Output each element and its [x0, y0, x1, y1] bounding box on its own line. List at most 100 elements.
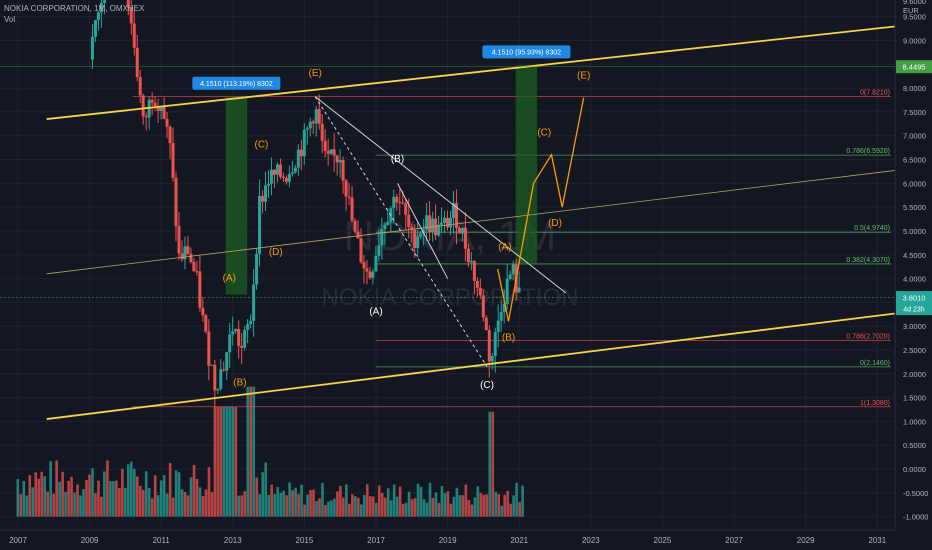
candle-body [207, 331, 211, 366]
y-tick-label: -1.0000 [903, 513, 928, 522]
volume-bar [273, 493, 276, 517]
volume-bar [165, 493, 169, 517]
measure-box [515, 65, 538, 263]
measure-boxes[interactable]: 4.1510 (113.19%) 8302 4.1510 (95.93%) 830… [192, 45, 571, 295]
candle-body [469, 260, 473, 263]
volume-bar [392, 484, 396, 517]
candle-body [425, 215, 429, 230]
volume-bar [485, 494, 489, 517]
volume-bar [386, 488, 390, 517]
volume-bar [303, 504, 306, 517]
volume-bar [512, 495, 515, 517]
y-tick-label: 9.5000 [903, 13, 926, 22]
candle-body [204, 315, 208, 332]
volume-bar [222, 406, 226, 517]
volume-bar [482, 494, 486, 517]
volume-bar [246, 386, 250, 517]
volume-bar [141, 490, 145, 517]
candle-body [437, 224, 441, 236]
volume-bar [144, 471, 148, 517]
candle-body [392, 196, 396, 209]
candle-body [299, 149, 303, 157]
candle-body [419, 233, 423, 237]
candle-body [463, 227, 467, 249]
volume-bar [94, 493, 97, 517]
volume-bars [16, 386, 524, 517]
volume-bar [410, 499, 414, 517]
volume-bar [479, 492, 483, 517]
candle-body [511, 264, 515, 275]
candle-body [311, 121, 315, 124]
volume-bar [216, 406, 220, 517]
candle-body [353, 220, 357, 232]
candle-body [186, 246, 190, 254]
volume-bar [135, 476, 139, 517]
volume-bar [19, 494, 23, 517]
volume-bar [240, 495, 244, 517]
volume-bar [294, 487, 297, 517]
volume-bar [237, 495, 241, 517]
volume-bar [401, 503, 405, 517]
volume-bar [261, 472, 265, 517]
time-axis[interactable]: 2007 2009 2011 2013 2015 2017 2019 2021 2023 2025… [0, 529, 895, 545]
candle-body [165, 118, 169, 127]
volume-bar [147, 487, 151, 517]
volume-bar [91, 468, 94, 517]
y-tick-label: 7.0000 [903, 132, 926, 141]
volume-bar [213, 406, 217, 517]
volume-bar [228, 406, 232, 517]
volume-bar [207, 467, 211, 517]
volume-bar [431, 497, 435, 517]
candle-body [499, 312, 503, 321]
volume-bar [360, 504, 363, 517]
candle-body [368, 271, 372, 278]
volume-bar [58, 481, 61, 517]
volume-bar [121, 468, 124, 517]
x-tick-label: 2013 [224, 536, 242, 545]
candle-body [496, 320, 500, 333]
candle-body [404, 203, 408, 215]
volume-bar [342, 497, 345, 517]
candle-body [487, 330, 491, 362]
volume-bar [168, 462, 172, 517]
candle-body [398, 202, 402, 204]
candles [90, 0, 521, 407]
candle-body [135, 47, 139, 78]
y-tick-label: 4.0000 [903, 275, 926, 284]
candle-body [335, 155, 339, 163]
volume-bar [464, 484, 468, 517]
volume-bar [264, 462, 268, 517]
volume-bar [336, 491, 339, 517]
volume-bar [312, 489, 315, 517]
trendlines[interactable] [46, 17, 932, 420]
wave-label: (B) [391, 154, 404, 165]
candle-body [126, 0, 130, 8]
volume-bar [467, 499, 471, 517]
volume-bar [518, 501, 521, 517]
candle-body [222, 369, 226, 371]
candle-body [380, 228, 384, 246]
volume-bar [461, 495, 465, 517]
candle-body [323, 140, 327, 151]
x-tick-label: 2017 [367, 536, 385, 545]
wave-projection[interactable] [497, 97, 585, 322]
y-tick-label: 1.0000 [903, 417, 926, 426]
volume-bar [285, 495, 288, 517]
candle-body [183, 246, 187, 260]
volume-bar [330, 500, 333, 517]
wave-label: (E) [577, 71, 590, 82]
wave-label: (C) [537, 128, 551, 139]
volume-bar [500, 505, 504, 517]
volume-bar [186, 495, 190, 517]
fib-label: 0.5(4.9740) [854, 225, 890, 232]
wave-label: (B) [233, 378, 246, 389]
volume-bar [106, 460, 109, 517]
wave-label: (D) [548, 218, 562, 229]
volume-bar [315, 501, 318, 517]
symbol-title[interactable]: NOKIA CORPORATION, 1M, OMXHEX [4, 4, 145, 13]
volume-bar [52, 493, 55, 517]
wave-label: (A) [369, 306, 382, 317]
volume-bar [55, 460, 58, 517]
